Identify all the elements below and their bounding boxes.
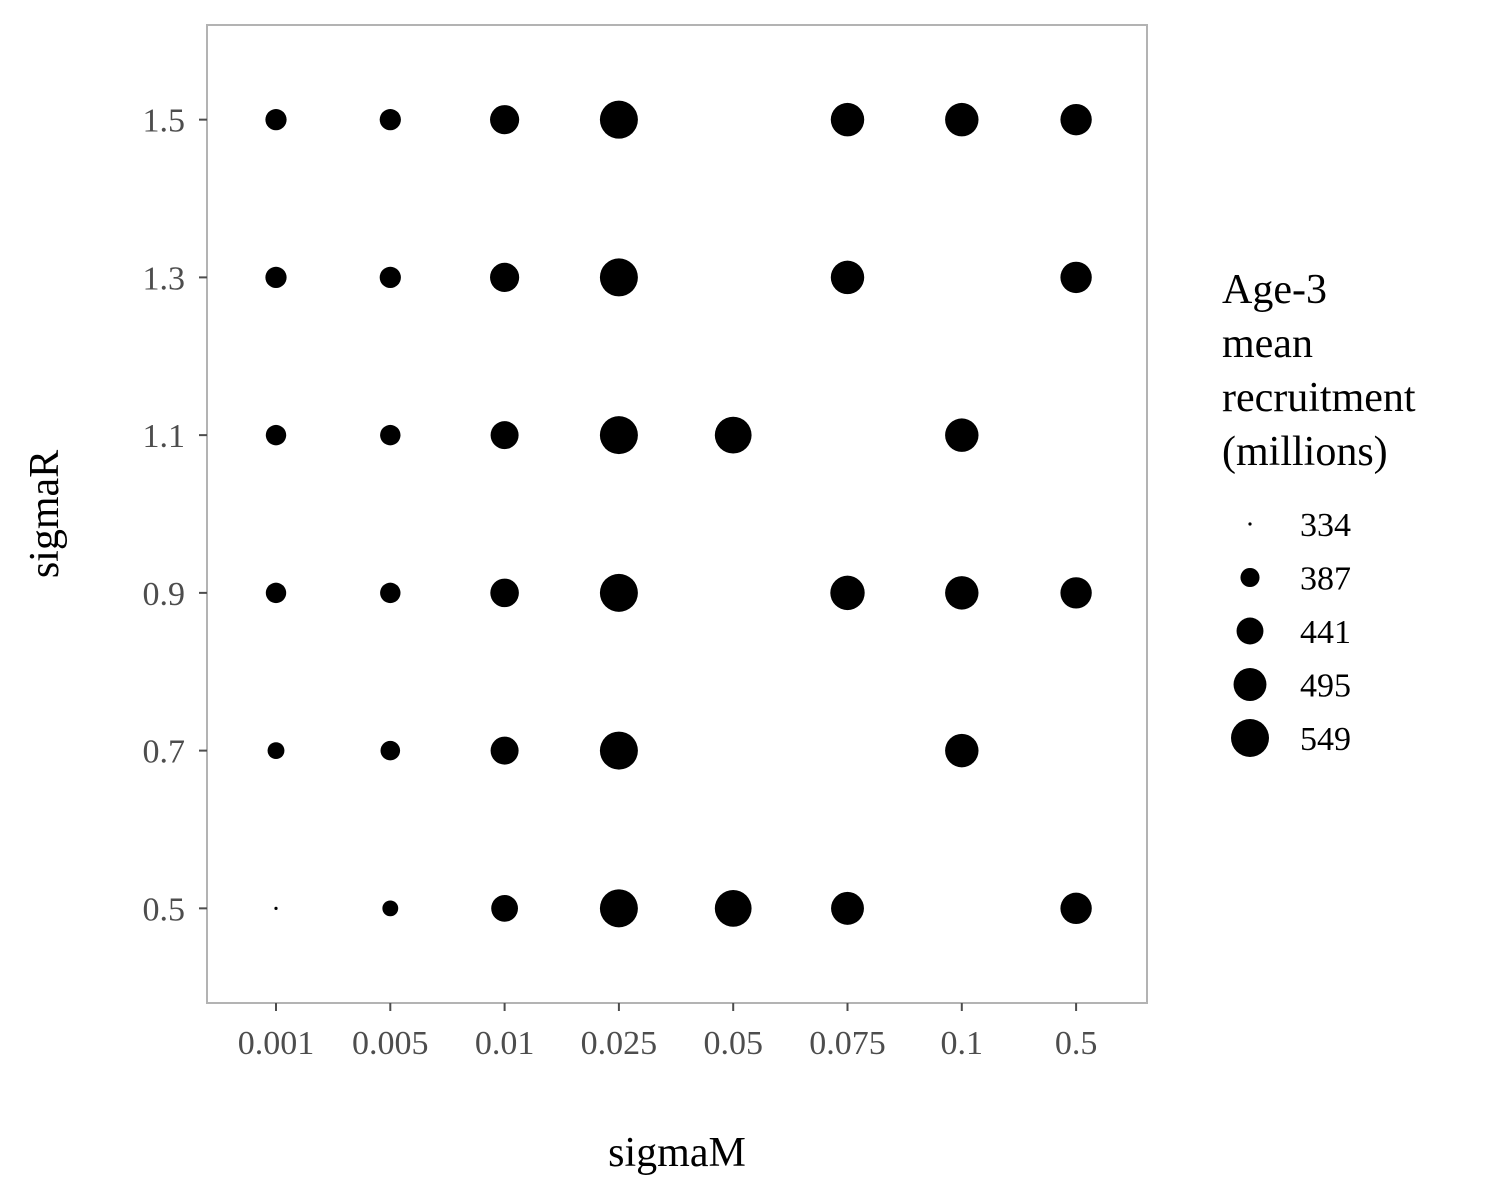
data-point [1060,103,1092,136]
legend-title-line: mean [1222,321,1313,367]
data-point [830,260,865,295]
data-point [491,894,518,922]
data-point [380,424,401,446]
data-point [599,258,638,297]
x-axis-title: sigmaM [608,1130,746,1176]
legend-title-line: (millions) [1222,429,1388,475]
y-tick-label: 1.5 [143,103,186,140]
x-axis: 0.001 0.005 0.01 0.025 0.05 0.075 0.1 0.5 [238,1003,1098,1062]
legend-key [1248,522,1252,526]
data-point [379,109,401,131]
legend-label: 387 [1300,561,1351,598]
x-tick-label: 0.05 [703,1025,763,1062]
legend-label: 549 [1300,721,1351,758]
x-tick-label: 0.1 [941,1025,984,1062]
data-point [490,105,520,135]
legend-label: 441 [1300,614,1351,651]
y-tick-label: 0.5 [143,891,186,928]
data-point [714,889,752,927]
data-point [265,266,287,288]
data-point [599,889,638,928]
plot-panel [206,24,1148,1004]
legend-title-line: Age-3 [1222,267,1327,313]
legend-key [1236,617,1264,645]
data-point [490,262,520,292]
data-point [267,742,285,760]
legend-key [1240,567,1260,588]
x-tick-label: 0.01 [475,1025,535,1062]
data-point [265,582,287,604]
y-axis: 0.5 0.7 0.9 1.1 1.3 1.5 [143,103,207,928]
y-axis-title: sigmaR [22,450,68,578]
data-point [830,102,865,137]
data-point [1060,577,1092,609]
legend-label: 495 [1300,668,1351,705]
data-point [945,576,979,610]
data-point [380,740,401,761]
data-point [945,418,979,452]
x-tick-label: 0.075 [809,1025,886,1062]
data-point [1060,892,1092,925]
data-point [945,733,979,768]
legend-key [1233,668,1267,701]
data-points [265,100,1092,928]
data-point [265,424,287,446]
data-point [599,416,638,455]
data-point [830,575,865,611]
legend-title-line: recruitment [1222,375,1416,421]
data-point [599,100,638,139]
data-point [490,736,519,765]
data-point [945,102,979,137]
y-tick-label: 0.7 [143,734,186,771]
x-tick-label: 0.001 [238,1025,315,1062]
legend-key [1231,719,1269,757]
data-point [1060,261,1092,294]
x-tick-label: 0.025 [581,1025,658,1062]
data-point [490,421,519,450]
data-point [599,573,638,612]
x-tick-label: 0.005 [352,1025,429,1062]
data-point [380,582,401,604]
legend-label: 334 [1300,507,1351,544]
y-tick-label: 0.9 [143,576,186,613]
y-tick-label: 1.3 [143,260,186,297]
data-point [382,900,399,917]
data-point [265,109,287,131]
x-tick-label: 0.5 [1055,1025,1098,1062]
data-point [714,416,752,454]
data-point [831,891,864,925]
data-point [274,906,278,910]
data-point [599,731,638,770]
data-point [379,266,401,288]
y-tick-label: 1.1 [143,418,186,455]
data-point [490,578,519,608]
size-legend: Age-3 mean recruitment (millions) 334 387 441 4… [1222,267,1416,758]
